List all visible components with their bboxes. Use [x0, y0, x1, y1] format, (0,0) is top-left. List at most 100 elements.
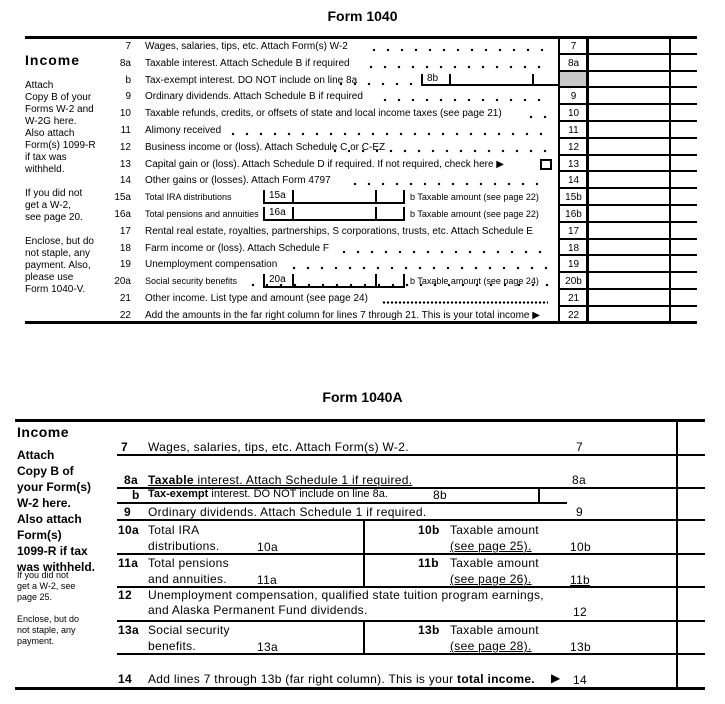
line-box-label: 11 — [568, 125, 579, 136]
checkbox[interactable] — [540, 158, 552, 170]
sidebar-attach-instructions: Attach Copy B of your Form(s) W-2 here. Also… — [17, 447, 112, 575]
sidebar-instructions: Attach Copy B of your Forms W-2 and W-2G he… — [25, 80, 115, 296]
sidebar-line: get a W-2, see — [17, 581, 76, 591]
line-14-rest: Add lines 7 through 13b (far right colum… — [148, 672, 458, 686]
divider — [117, 502, 567, 504]
line-text: Taxable refunds, credits, or offsets of … — [145, 108, 502, 120]
inner-box-label: 15a — [269, 190, 286, 202]
line-number: 14 — [118, 672, 132, 686]
dot-leader — [226, 132, 548, 136]
line-7-box-label: 7 — [576, 440, 583, 454]
line-7-text: Wages, salaries, tips, etc. Attach Form(… — [148, 440, 409, 454]
line-number: 13a — [118, 623, 139, 637]
line-13b-box-label: 13b — [570, 640, 591, 654]
line-number: 13 — [119, 158, 131, 170]
line-13b-text-1: Taxable amount — [450, 623, 539, 637]
line-text: Ordinary dividends. Attach Schedule B if… — [145, 91, 363, 103]
line-text: Total pensions and annuities — [145, 209, 259, 219]
divider — [558, 187, 697, 190]
divider — [558, 170, 697, 173]
line-11a-box-label: 11a — [257, 573, 278, 587]
line-number: 20a — [114, 276, 131, 288]
line-text: Other gains or (losses). Attach Form 479… — [145, 175, 331, 187]
line-number: 11a — [118, 556, 139, 570]
divider — [558, 304, 697, 307]
sidebar-line: Attach — [17, 448, 55, 462]
line-text: Wages, salaries, tips, etc. Attach Form(… — [145, 41, 348, 52]
dot-leader — [334, 81, 412, 86]
dot-leader — [246, 283, 548, 288]
line-8b-rest: interest. DO NOT include on line 8a. — [208, 488, 388, 500]
line-text: Add the amounts in the far right column … — [145, 309, 540, 321]
form-1040-title: Form 1040 — [327, 8, 398, 24]
divider — [421, 73, 423, 87]
sidebar-line: Enclose, but do — [25, 236, 94, 247]
dot-leader — [337, 249, 548, 254]
divider — [363, 520, 365, 553]
line-11b-text-2: (see page 26). — [450, 572, 532, 586]
dot-leader — [378, 98, 548, 103]
dot-leader — [367, 48, 548, 52]
line-box-label: 12 — [567, 141, 580, 153]
line-9-box-label: 9 — [576, 505, 583, 519]
line-text: Taxable interest. Attach Schedule B if r… — [145, 57, 350, 69]
line-14-text: Add lines 7 through 13b (far right colum… — [148, 672, 535, 686]
sidebar-line: please use — [25, 272, 74, 283]
sidebar-line: Forms W-2 and — [25, 104, 94, 115]
line-number: 7 — [121, 440, 128, 454]
line-8a-box-label: 8a — [572, 473, 586, 487]
divider — [25, 321, 697, 324]
divider — [117, 519, 705, 521]
form-1040a-title: Form 1040A — [322, 389, 403, 405]
line-13a-text-1: Social security — [148, 623, 230, 637]
line-number: b — [132, 488, 140, 502]
divider — [117, 653, 705, 655]
line-14-bold: total income. — [457, 672, 535, 686]
divider — [558, 69, 697, 72]
sidebar-line: page 25. — [17, 592, 53, 602]
sidebar-line: payment. — [17, 636, 55, 646]
dot-leader — [382, 301, 548, 304]
section-heading: Income — [25, 52, 81, 68]
divider — [403, 274, 405, 288]
line-8a-text: Taxable interest. Attach Schedule 1 if r… — [148, 473, 412, 487]
divider — [558, 103, 697, 106]
divider — [403, 190, 405, 204]
divider — [15, 419, 705, 422]
divider — [558, 271, 697, 274]
sidebar-line: If you did not — [25, 188, 83, 199]
divider — [558, 120, 697, 122]
line-12-text-2: and Alaska Permanent Fund dividends. — [148, 603, 368, 617]
sidebar-line: Also attach — [25, 128, 75, 139]
line-12-text-1: Unemployment compensation, qualified sta… — [148, 588, 544, 602]
line-number: 17 — [119, 225, 131, 237]
line-11b-number: 11b — [418, 556, 439, 570]
line-box-label: 17 — [567, 225, 580, 237]
line-number: 8a — [119, 57, 131, 69]
divider — [375, 190, 377, 204]
divider — [292, 190, 294, 204]
sidebar-line: Copy B of — [17, 464, 74, 478]
divider — [558, 220, 697, 223]
line-8a-bold: Taxable — [148, 473, 194, 487]
line-8a-rest: interest. Attach Schedule 1 if required. — [193, 473, 413, 487]
divider — [558, 237, 697, 240]
divider — [532, 73, 534, 87]
line-box-label: 18 — [567, 242, 580, 254]
line-13b-text-2: (see page 28). — [450, 639, 532, 653]
divider — [558, 52, 697, 55]
divider — [558, 288, 697, 290]
line-box-label: 13 — [567, 158, 580, 170]
line-box-label: 7 — [570, 41, 577, 52]
dot-leader — [524, 115, 548, 120]
sidebar-line: Enclose, but do — [17, 614, 80, 624]
divider — [117, 586, 705, 588]
sidebar-line: withheld. — [25, 164, 65, 175]
line-number: 21 — [119, 293, 131, 304]
line-text: Alimony received — [145, 125, 222, 136]
divider — [292, 207, 294, 221]
divider — [25, 36, 697, 39]
dot-leader — [348, 182, 548, 187]
line-text: Unemployment compensation — [145, 259, 278, 271]
line-box-label: 22 — [567, 309, 580, 321]
